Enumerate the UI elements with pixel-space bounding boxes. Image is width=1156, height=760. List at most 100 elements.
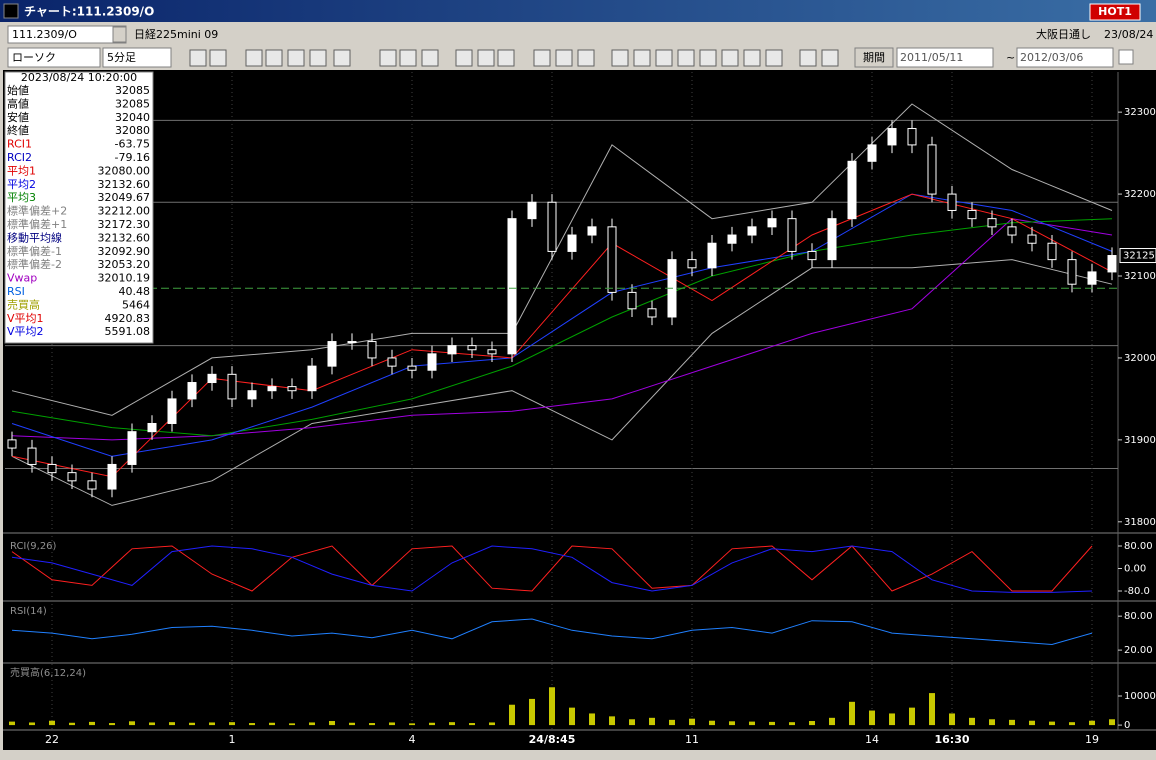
volume-bar: [689, 718, 695, 726]
hot-button[interactable]: [1089, 3, 1141, 21]
candle-body: [547, 201, 557, 252]
volume-bar: [669, 719, 675, 726]
info-value: 32172.30: [98, 218, 151, 231]
volume-bar: [429, 722, 435, 726]
tool-icon[interactable]: [245, 49, 263, 67]
volume-bar: [969, 717, 975, 726]
y-tick-label: 32100: [1124, 271, 1156, 282]
window-title: チャート:111.2309/O: [24, 5, 154, 19]
tool-icon[interactable]: [655, 49, 673, 67]
tool-icon[interactable]: [287, 49, 305, 67]
tool-icon[interactable]: [765, 49, 783, 67]
from-date[interactable]: 2011/05/11: [900, 51, 963, 64]
info-value: 32049.67: [98, 191, 151, 204]
interval-select[interactable]: [102, 47, 172, 68]
volume-bar: [989, 719, 995, 726]
candle-body: [127, 431, 137, 465]
tool-icon[interactable]: [555, 49, 573, 67]
tool-icon[interactable]: [189, 49, 207, 67]
volume-bar: [49, 720, 55, 726]
tool-icon[interactable]: [477, 49, 495, 67]
info-value: 32085: [115, 97, 150, 110]
y-tick-label: 10000: [1124, 691, 1156, 702]
candle-body: [927, 144, 937, 195]
candle-body: [247, 390, 257, 400]
volume-bar: [469, 723, 475, 726]
tool-icon[interactable]: [399, 49, 417, 67]
interval[interactable]: 5分足: [107, 51, 136, 64]
dropdown[interactable]: [112, 26, 127, 43]
candle-body: [427, 353, 437, 371]
y-tick-label: 31900: [1124, 435, 1156, 446]
hot-label[interactable]: HOT1: [1098, 5, 1132, 18]
symbol[interactable]: 111.2309/O: [12, 28, 77, 41]
info-value: 32092.90: [98, 245, 151, 258]
chart-kind[interactable]: ローソク: [12, 51, 56, 64]
tool-icon[interactable]: [421, 49, 439, 67]
volume-bar: [569, 707, 575, 726]
candle-body: [767, 218, 777, 228]
tool-icon[interactable]: [533, 49, 551, 67]
period-button[interactable]: [854, 47, 894, 68]
tool-icon[interactable]: [743, 49, 761, 67]
tool-icon[interactable]: [379, 49, 397, 67]
period-label[interactable]: 期間: [863, 51, 885, 64]
series-line: [11, 259, 1113, 506]
volume-bar: [1029, 720, 1035, 726]
chart-kind-select[interactable]: [7, 47, 101, 68]
volume-bar: [709, 720, 715, 726]
y-tick-label: 80.00: [1124, 541, 1153, 552]
from-input[interactable]: [896, 47, 994, 68]
tool-icon[interactable]: [821, 49, 839, 67]
to-date[interactable]: 2012/03/06: [1020, 51, 1083, 64]
candle-body: [7, 439, 17, 449]
info-label: Vwap: [7, 272, 37, 285]
candle-body: [1007, 226, 1017, 236]
to-input[interactable]: [1016, 47, 1114, 68]
checkbox[interactable]: [1118, 49, 1134, 65]
info-label: V平均1: [7, 312, 44, 325]
info-label: 高値: [7, 96, 29, 110]
candle-body: [907, 128, 917, 146]
candle-body: [967, 209, 977, 220]
tool-icon[interactable]: [699, 49, 717, 67]
x-tick-label: 4: [409, 733, 416, 746]
candle-body: [1067, 259, 1077, 285]
volume-bar: [289, 723, 295, 726]
info-value: 32132.60: [98, 178, 151, 191]
candle-body: [287, 386, 297, 392]
app-icon: [3, 3, 19, 19]
tool-icon[interactable]: [497, 49, 515, 67]
tool-icon[interactable]: [633, 49, 651, 67]
candle-body: [587, 226, 597, 236]
info-value: 4920.83: [105, 312, 151, 325]
series-line: [11, 545, 1093, 593]
volume-bar: [769, 721, 775, 726]
candle-body: [727, 234, 737, 244]
tool-icon[interactable]: [799, 49, 817, 67]
info-label: 標準偏差+2: [7, 204, 67, 218]
candle-body: [507, 218, 517, 355]
tool-icon[interactable]: [455, 49, 473, 67]
tool-icon[interactable]: [577, 49, 595, 67]
candle-body: [47, 463, 57, 474]
tool-icon[interactable]: [677, 49, 695, 67]
session: 大阪日通し: [1036, 27, 1091, 41]
candle-body: [447, 345, 457, 355]
panel-title: 売買高(6,12,24): [10, 666, 86, 679]
candle-body: [607, 226, 617, 293]
volume-bar: [909, 707, 915, 726]
candle-body: [1047, 242, 1057, 261]
tool-icon[interactable]: [721, 49, 739, 67]
tool-icon[interactable]: [265, 49, 283, 67]
candle-body: [747, 226, 757, 236]
x-tick-label: 11: [685, 733, 699, 746]
tool-icon[interactable]: [209, 49, 227, 67]
info-label: RCI1: [7, 138, 32, 151]
volume-bar: [1109, 719, 1115, 726]
last-price: 32125: [1123, 251, 1155, 262]
tool-icon[interactable]: [309, 49, 327, 67]
volume-bar: [69, 722, 75, 726]
tool-icon[interactable]: [611, 49, 629, 67]
tool-icon[interactable]: [333, 49, 351, 67]
